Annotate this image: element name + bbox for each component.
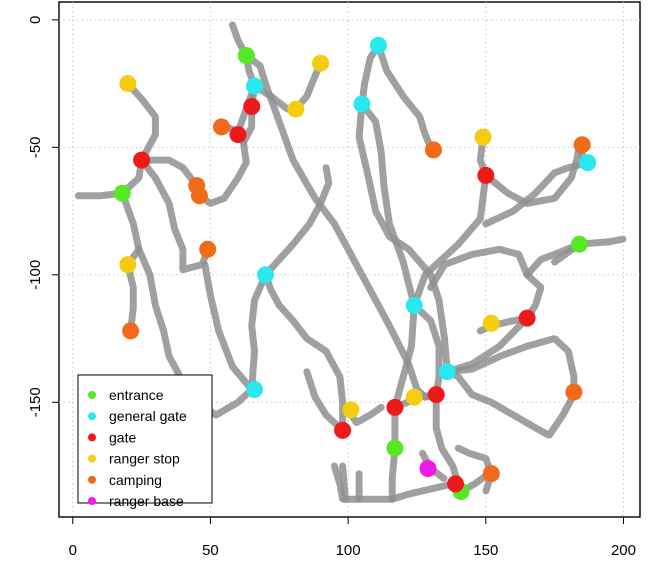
point-gate	[477, 166, 495, 184]
legend-marker-camping	[88, 475, 96, 484]
trail-path	[482, 141, 583, 207]
legend-marker-ranger-stop	[88, 454, 96, 463]
point-ranger-stop	[287, 100, 305, 118]
trail-path	[523, 240, 583, 279]
legend-marker-general-gate	[88, 412, 96, 421]
legend-marker-gate	[88, 433, 96, 442]
point-camping	[565, 383, 583, 401]
y-tick-label: -150	[27, 387, 44, 417]
y-tick-label: -100	[27, 260, 44, 290]
x-tick-label: 0	[69, 542, 77, 559]
point-entrance	[237, 47, 255, 65]
legend-box	[77, 374, 213, 504]
trail-path	[443, 335, 578, 399]
trail-path	[443, 368, 578, 439]
trail-path	[339, 462, 349, 503]
trail-path	[195, 123, 250, 207]
point-ranger-stop	[405, 388, 423, 406]
point-entrance	[570, 235, 588, 253]
legend-label-ranger-base: ranger base	[109, 493, 184, 509]
point-ranger-stop	[482, 314, 500, 332]
x-tick-label: 200	[611, 542, 636, 559]
point-gate	[447, 475, 465, 493]
point-general-gate	[405, 296, 423, 314]
trail-path	[201, 261, 256, 393]
y-tick-label: -50	[27, 136, 44, 158]
legend-label-ranger-stop: ranger stop	[109, 451, 180, 467]
point-camping	[199, 240, 217, 258]
legend-label-gate: gate	[109, 429, 136, 445]
x-tick-label: 50	[202, 542, 219, 559]
trail-path	[138, 156, 212, 274]
trail-path	[303, 368, 347, 434]
legend-label-general-gate: general gate	[109, 408, 187, 424]
y-tick-label: 0	[27, 16, 44, 24]
trail-path	[124, 261, 137, 335]
trail-path	[242, 52, 440, 401]
point-general-gate	[369, 36, 387, 54]
point-camping	[122, 322, 140, 340]
trail-path	[482, 159, 592, 228]
grid	[59, 2, 640, 517]
x-tick-label: 100	[336, 542, 361, 559]
trail-path	[427, 245, 545, 322]
trail-path	[551, 235, 627, 266]
point-camping	[573, 136, 591, 154]
trail-path	[135, 245, 256, 419]
point-general-gate	[579, 154, 597, 172]
point-camping	[212, 118, 230, 136]
trail-path	[410, 301, 443, 399]
point-ranger-stop	[119, 256, 137, 274]
legend-marker-entrance	[88, 391, 96, 399]
point-ranger-base	[419, 460, 437, 478]
point-gate	[133, 151, 151, 169]
trail-path	[410, 171, 490, 309]
trail-path	[118, 189, 143, 269]
point-gate	[334, 421, 352, 439]
trail-path	[374, 41, 435, 151]
point-general-gate	[438, 363, 456, 381]
point-gate	[386, 398, 404, 416]
point-entrance	[386, 439, 404, 457]
point-general-gate	[246, 77, 264, 95]
point-gate	[518, 309, 536, 327]
point-camping	[424, 141, 442, 159]
point-camping	[482, 465, 500, 483]
trail-path	[432, 391, 462, 488]
trail-network	[74, 21, 627, 503]
legend-label-entrance: entrance	[109, 387, 164, 403]
trail-path	[391, 301, 418, 411]
axes: 0 50 100 150 200 0 -50 -100 -150	[27, 16, 636, 559]
trail-path	[262, 164, 333, 279]
point-entrance	[113, 184, 131, 202]
point-gate	[243, 98, 261, 116]
point-general-gate	[257, 266, 275, 284]
point-ranger-stop	[342, 401, 360, 419]
trail-path	[262, 271, 347, 434]
points-layer	[113, 36, 597, 501]
legend-label-camping: camping	[109, 472, 162, 488]
point-general-gate	[246, 381, 264, 399]
point-ranger-stop	[119, 75, 137, 93]
trail-path	[248, 271, 269, 393]
point-ranger-stop	[474, 128, 492, 146]
x-tick-label: 150	[473, 542, 498, 559]
legend: entrance general gate gate ranger stop campi…	[77, 374, 213, 509]
point-ranger-stop	[312, 54, 330, 72]
trail-path	[388, 403, 399, 503]
point-camping	[190, 187, 208, 205]
point-gate	[229, 126, 247, 144]
legend-marker-ranger-base	[88, 497, 96, 505]
point-general-gate	[353, 95, 371, 113]
point-gate	[427, 386, 445, 404]
trail-path	[355, 100, 451, 376]
